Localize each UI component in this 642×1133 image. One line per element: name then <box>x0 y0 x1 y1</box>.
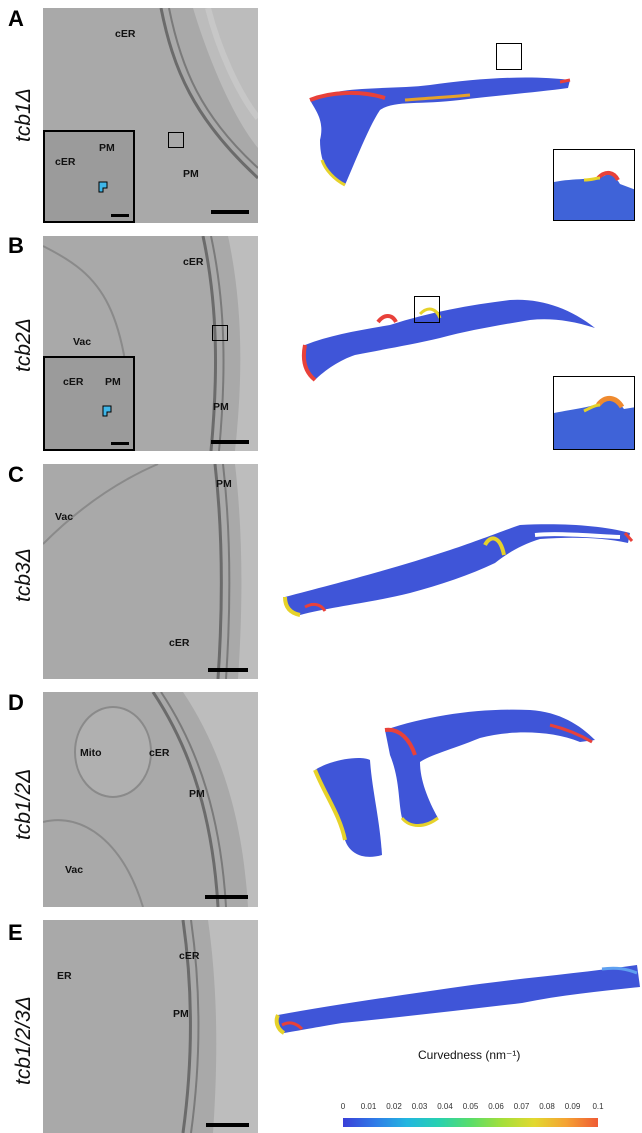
genotype-label-b: tcb2Δ <box>12 318 35 372</box>
zoom-inset-b <box>553 376 635 450</box>
scalebar-a <box>211 210 249 214</box>
inset-scalebar-a <box>111 214 129 217</box>
surface-render-e <box>274 965 640 1035</box>
inset-label-pm-a: PM <box>99 142 115 154</box>
panel-letter-a: A <box>8 6 24 31</box>
genotype-label-a: tcb1Δ <box>12 88 35 142</box>
em-image-a: cER PM cER PM <box>43 8 258 223</box>
inset-label-cer-b: cER <box>63 376 84 388</box>
panel-letter-c: C <box>8 462 24 487</box>
genotype-label-e: tcb1/2/3Δ <box>12 996 35 1085</box>
em-label-er-e: ER <box>57 970 72 982</box>
surface-render-a <box>309 77 571 187</box>
colorbar-tick-label: 0.1 <box>592 1102 604 1111</box>
em-inset-a: cER PM <box>43 130 135 223</box>
zoom-inset-a <box>553 149 635 221</box>
inset-label-cer-a: cER <box>55 156 76 168</box>
em-image-b: cER Vac PM cER PM <box>43 236 258 451</box>
zoom-peak-a <box>554 171 634 220</box>
inset-label-pm-b: PM <box>105 376 121 388</box>
colorbar-tick-label: 0.06 <box>488 1102 504 1111</box>
em-image-d: Mito cER PM Vac <box>43 692 258 907</box>
panel-letter-e: E <box>8 920 23 945</box>
colorbar-tick-label: 0.08 <box>539 1102 555 1111</box>
colorbar-tick-label: 0.05 <box>462 1102 479 1111</box>
surface-render-b <box>301 299 595 382</box>
panel-letter-d: D <box>8 690 24 715</box>
zoom-box-b <box>414 296 440 323</box>
colorbar-tick-label: 0.09 <box>564 1102 581 1111</box>
surface-render-d <box>313 709 595 857</box>
colorbar-tick-label: 0 <box>340 1102 346 1111</box>
colorbar-tick-label: 0.04 <box>437 1102 453 1111</box>
em-label-vac-b: Vac <box>73 336 92 348</box>
scalebar-b <box>211 440 249 444</box>
em-label-cer-e: cER <box>179 950 200 962</box>
inset-marker-a <box>98 181 108 193</box>
scalebar-d <box>205 895 248 899</box>
em-label-cer-d: cER <box>149 747 170 759</box>
roi-box-a <box>168 132 184 148</box>
colorbar-tick-label: 0.01 <box>360 1102 377 1111</box>
em-label-cer-c: cER <box>169 637 190 649</box>
em-image-e: ER cER PM <box>43 920 258 1133</box>
panel-letter-b: B <box>8 233 24 258</box>
em-label-pm-d: PM <box>189 788 205 800</box>
em-label-pm-a: PM <box>183 168 199 180</box>
em-membranes-e <box>181 920 258 1133</box>
em-label-cer-a: cER <box>115 28 136 40</box>
zoom-box-a <box>496 43 522 70</box>
colorbar-title: Curvedness (nm⁻¹) <box>418 1048 521 1062</box>
colorbar-tick-label: 0.02 <box>386 1102 402 1111</box>
colorbar-tick-label: 0.03 <box>411 1102 428 1111</box>
inset-scalebar-b <box>111 442 129 445</box>
em-membranes-c <box>43 464 258 679</box>
em-label-vac-c: Vac <box>55 511 74 523</box>
em-image-c: PM Vac cER <box>43 464 258 679</box>
em-membranes-d <box>43 692 258 907</box>
em-label-pm-e: PM <box>173 1008 189 1020</box>
scalebar-e <box>206 1123 249 1127</box>
genotype-label-c: tcb3Δ <box>12 548 35 602</box>
em-label-mito-d: Mito <box>80 747 102 759</box>
em-label-pm-c: PM <box>216 478 232 490</box>
em-inset-b: cER PM <box>43 356 135 451</box>
scalebar-c <box>208 668 248 672</box>
em-label-vac-d: Vac <box>65 864 84 876</box>
inset-marker-b <box>102 405 112 417</box>
genotype-label-d: tcb1/2Δ <box>12 768 35 840</box>
zoom-peak-b <box>554 396 634 449</box>
colorbar-tick-label: 0.07 <box>513 1102 530 1111</box>
surface-render-c <box>283 524 634 617</box>
colorbar <box>343 1118 598 1127</box>
roi-box-b <box>212 325 228 341</box>
em-label-cer-b: cER <box>183 256 204 268</box>
em-membranes-a <box>159 8 258 180</box>
em-label-pm-b: PM <box>213 401 229 413</box>
